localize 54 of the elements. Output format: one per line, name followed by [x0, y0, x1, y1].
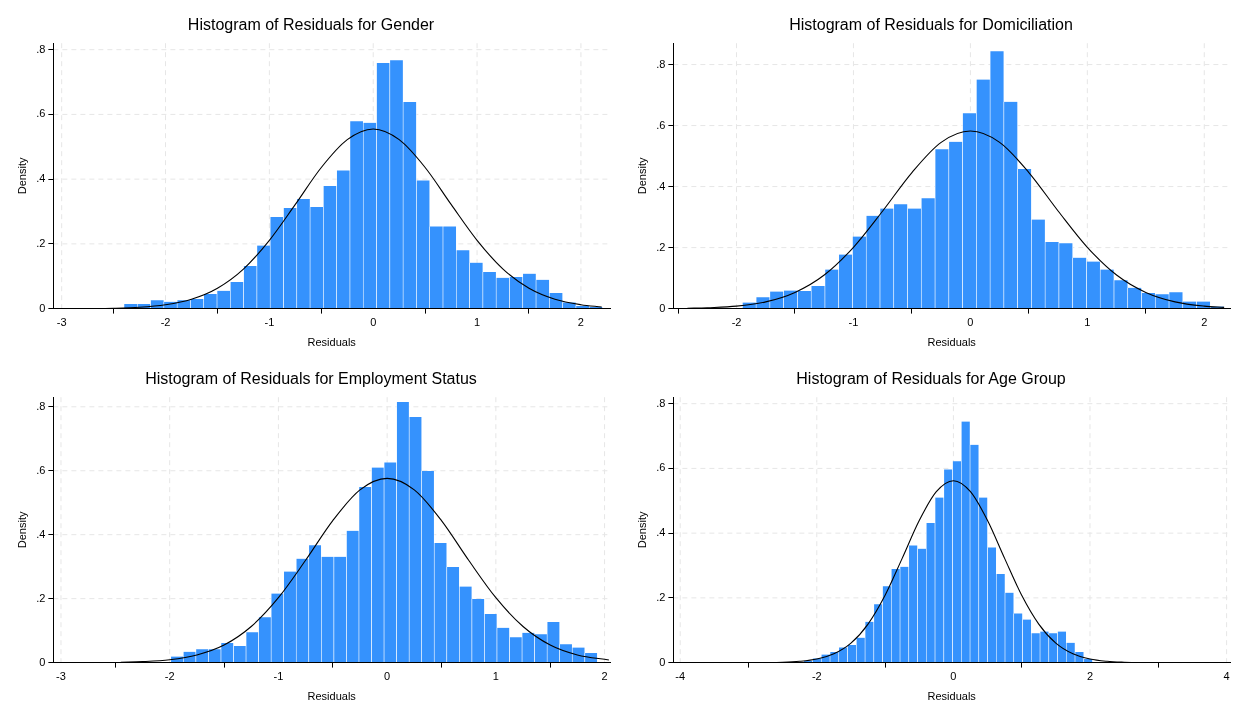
x-tick-label: 2 [577, 316, 584, 329]
x-tick-label: 0 [950, 670, 957, 683]
x-tick-label: 1 [492, 670, 499, 683]
x-tick-label: 4 [1223, 670, 1230, 683]
x-axis-title: Residuals [307, 336, 357, 349]
x-tick-label: 0 [967, 316, 974, 329]
y-tick-label: .6 [656, 118, 666, 131]
chart-title: Histogram of Residuals for Domiciliation [789, 16, 1073, 34]
x-tick-label: 0 [384, 670, 391, 683]
x-axis-title: Residuals [307, 690, 357, 703]
x-tick-label: -3 [56, 670, 66, 683]
x-tick-label: 1 [474, 316, 481, 329]
y-axis-title: Density [15, 157, 28, 195]
x-tick-label: 2 [1086, 670, 1094, 683]
x-tick-label: -4 [675, 670, 686, 683]
y-axis-title: Density [635, 157, 648, 195]
y-tick-label: .8 [656, 396, 666, 409]
x-tick-label: -2 [164, 670, 175, 683]
x-tick-label: -2 [160, 316, 171, 329]
y-tick-label: .2 [36, 236, 46, 249]
x-tick-label: 2 [601, 670, 608, 683]
x-tick-label: 2 [1201, 316, 1208, 329]
x-tick-label: -1 [848, 316, 859, 329]
x-tick-label: -2 [811, 670, 822, 683]
x-tick-label: 0 [370, 316, 377, 329]
y-tick-label: .8 [656, 57, 666, 70]
y-axis-title: Density [635, 511, 648, 549]
y-tick-label: .8 [36, 399, 46, 412]
y-tick-label: .4 [656, 179, 666, 192]
x-tick-label: 1 [1084, 316, 1091, 329]
x-tick-label: -3 [56, 316, 67, 329]
y-tick-label: .2 [656, 590, 666, 603]
x-axis-title: Residuals [927, 336, 977, 349]
x-tick-label: -1 [264, 316, 275, 329]
y-tick-label: .8 [36, 42, 46, 55]
chart-title: Histogram of Residuals for Employment Status [145, 370, 477, 388]
y-tick-label: .4 [36, 172, 46, 185]
y-tick-label: 0 [39, 301, 46, 314]
y-tick-label: .2 [36, 591, 46, 604]
y-tick-label: 0 [39, 655, 46, 668]
y-tick-label: 0 [659, 301, 666, 314]
chart-title: Histogram of Residuals for Gender [187, 16, 435, 34]
x-axis-title: Residuals [927, 690, 977, 703]
y-tick-label: .2 [656, 240, 666, 253]
x-tick-label: -1 [273, 670, 284, 683]
y-tick-label: 0 [659, 655, 666, 668]
y-tick-label: .4 [36, 527, 46, 540]
y-tick-label: .6 [36, 107, 46, 120]
x-tick-label: -2 [731, 316, 742, 329]
y-tick-label: .6 [36, 463, 46, 476]
y-tick-label: .6 [656, 461, 666, 474]
y-tick-label: .4 [656, 526, 666, 539]
y-axis-title: Density [15, 511, 28, 549]
chart-title: Histogram of Residuals for Age Group [796, 370, 1066, 388]
